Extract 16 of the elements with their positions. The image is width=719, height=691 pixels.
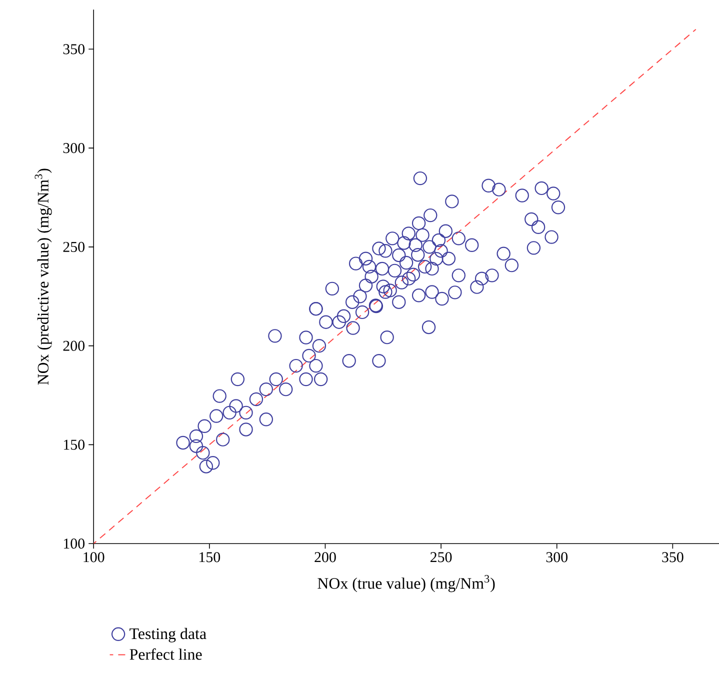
y-axis-title: NOx (predictive value) (mg/Nm$^{3}$) bbox=[34, 168, 52, 385]
y-tick-label: 300 bbox=[63, 143, 85, 154]
x-tick-label: 350 bbox=[662, 552, 684, 562]
y-tick-label: 200 bbox=[63, 340, 85, 351]
y-tick-label: 150 bbox=[64, 440, 85, 450]
y-tick-label: 350 bbox=[63, 44, 85, 54]
x-axis-title: NOx (true value) (mg/Nm$^{3}$) bbox=[318, 575, 495, 592]
x-tick-label: 250 bbox=[430, 552, 452, 562]
legend-label: Testing data bbox=[130, 628, 206, 642]
x-tick-label: 300 bbox=[546, 552, 568, 562]
x-tick-label: 100 bbox=[84, 552, 104, 562]
x-tick-label: 200 bbox=[314, 552, 336, 562]
y-tick-label: 250 bbox=[63, 242, 85, 252]
y-tick-label: 100 bbox=[64, 538, 85, 549]
legend-label: Perfect line bbox=[130, 648, 202, 660]
x-tick-label: 150 bbox=[200, 552, 220, 562]
